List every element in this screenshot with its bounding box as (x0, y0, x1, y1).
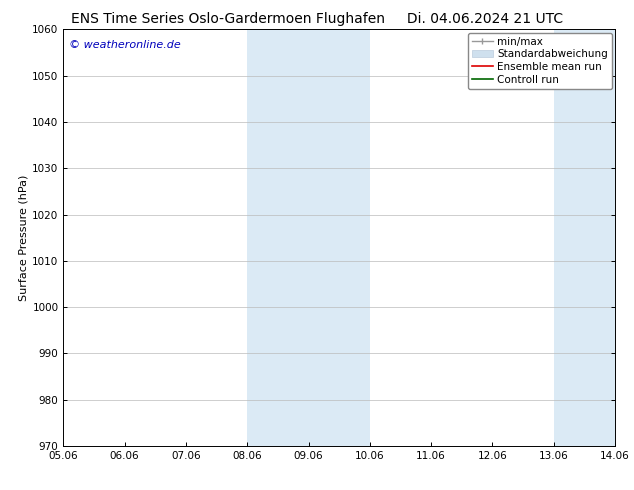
Bar (247, 29, 370, 446)
Bar (553, 29, 615, 446)
Y-axis label: Surface Pressure (hPa): Surface Pressure (hPa) (18, 174, 28, 301)
Text: ENS Time Series Oslo-Gardermoen Flughafen     Di. 04.06.2024 21 UTC: ENS Time Series Oslo-Gardermoen Flughafe… (71, 12, 563, 26)
Legend: min/max, Standardabweichung, Ensemble mean run, Controll run: min/max, Standardabweichung, Ensemble me… (468, 32, 612, 89)
Text: © weatheronline.de: © weatheronline.de (69, 40, 181, 50)
